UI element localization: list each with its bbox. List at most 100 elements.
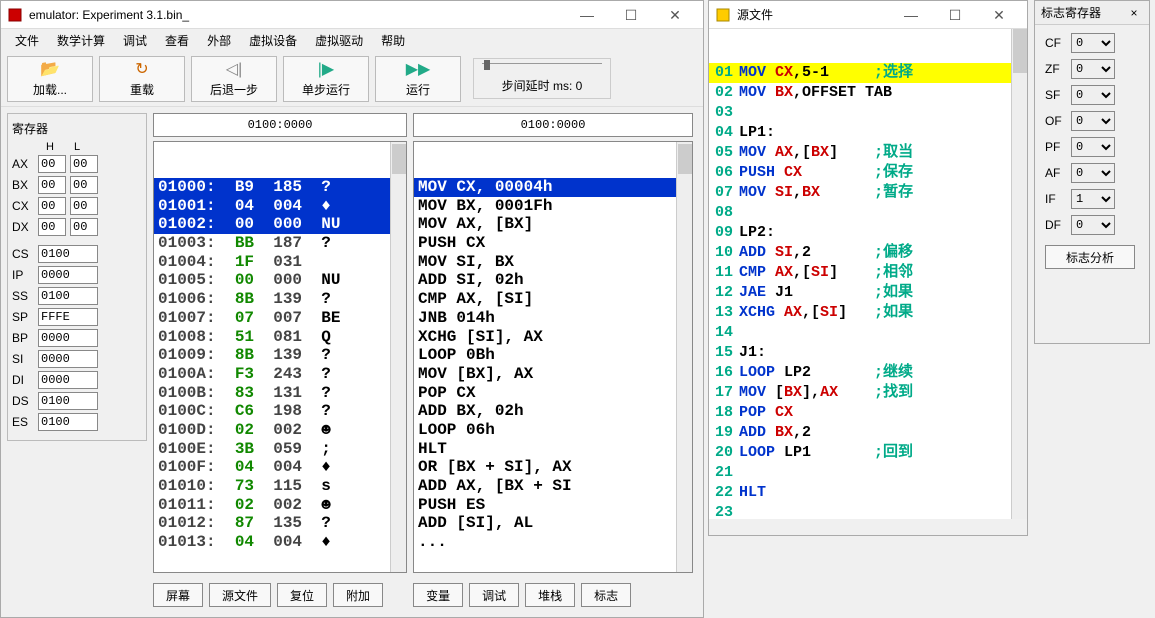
disasm-row[interactable]: HLT	[414, 440, 692, 459]
source-line[interactable]: 15J1:	[709, 343, 1027, 363]
source-line[interactable]: 04LP1:	[709, 123, 1027, 143]
disasm-row[interactable]: PUSH ES	[414, 496, 692, 515]
disasm-row[interactable]: MOV AX, [BX]	[414, 215, 692, 234]
source-body[interactable]: 01MOV CX,5-1 ;选择02MOV BX,OFFSET TAB0304L…	[709, 29, 1027, 519]
mem-row[interactable]: 01009: 8B 139 ?	[154, 346, 406, 365]
delay-slider[interactable]	[482, 63, 602, 75]
disasm-row[interactable]: ...	[414, 533, 692, 552]
menu-item[interactable]: 调试	[115, 30, 155, 51]
source-line[interactable]: 05MOV AX,[BX] ;取当	[709, 143, 1027, 163]
source-line[interactable]: 20LOOP LP1 ;回到	[709, 443, 1027, 463]
bottom-button[interactable]: 附加	[333, 583, 383, 607]
mem-right-listbox[interactable]: MOV CX, 00004hMOV BX, 0001FhMOV AX, [BX]…	[413, 141, 693, 573]
disasm-row[interactable]: ADD AX, [BX + SI	[414, 477, 692, 496]
src-maximize[interactable]: ☐	[933, 2, 977, 28]
source-line[interactable]: 08	[709, 203, 1027, 223]
mem-row[interactable]: 0100D: 02 002 ☻	[154, 421, 406, 440]
source-line[interactable]: 22HLT	[709, 483, 1027, 503]
source-line[interactable]: 07MOV SI,BX ;暂存	[709, 183, 1027, 203]
source-line[interactable]: 06PUSH CX ;保存	[709, 163, 1027, 183]
flag-select[interactable]: 0	[1071, 33, 1115, 53]
flag-select[interactable]: 0	[1071, 163, 1115, 183]
disasm-row[interactable]: LOOP 06h	[414, 421, 692, 440]
reg-l-input[interactable]	[70, 176, 98, 194]
minimize-button[interactable]: —	[565, 2, 609, 28]
src-minimize[interactable]: —	[889, 2, 933, 28]
mem-row[interactable]: 01011: 02 002 ☻	[154, 496, 406, 515]
reg-wide-input[interactable]	[38, 287, 98, 305]
disasm-row[interactable]: ADD SI, 02h	[414, 271, 692, 290]
mem-row[interactable]: 01006: 8B 139 ?	[154, 290, 406, 309]
menu-item[interactable]: 查看	[157, 30, 197, 51]
source-line[interactable]: 17MOV [BX],AX ;找到	[709, 383, 1027, 403]
mem-row[interactable]: 01010: 73 115 s	[154, 477, 406, 496]
analyze-flags-button[interactable]: 标志分析	[1045, 245, 1135, 269]
mem-row[interactable]: 0100B: 83 131 ?	[154, 384, 406, 403]
disasm-row[interactable]: POP CX	[414, 384, 692, 403]
mem-left-listbox[interactable]: 01000: B9 185 ?01001: 04 004 ♦01002: 00 …	[153, 141, 407, 573]
scrollbar[interactable]	[676, 142, 692, 572]
menu-item[interactable]: 外部	[199, 30, 239, 51]
flag-select[interactable]: 0	[1071, 111, 1115, 131]
load-button[interactable]: 📂加载...	[7, 56, 93, 102]
reg-h-input[interactable]	[38, 218, 66, 236]
disasm-row[interactable]: OR [BX + SI], AX	[414, 458, 692, 477]
disasm-row[interactable]: CMP AX, [SI]	[414, 290, 692, 309]
reg-wide-input[interactable]	[38, 245, 98, 263]
disasm-row[interactable]: LOOP 0Bh	[414, 346, 692, 365]
reg-wide-input[interactable]	[38, 371, 98, 389]
flags-close[interactable]: ×	[1125, 6, 1143, 20]
mem-row[interactable]: 01013: 04 004 ♦	[154, 533, 406, 552]
source-line[interactable]: 09LP2:	[709, 223, 1027, 243]
run-button[interactable]: ▶▶运行	[375, 56, 461, 102]
disasm-row[interactable]: MOV BX, 0001Fh	[414, 197, 692, 216]
menu-item[interactable]: 数学计算	[49, 30, 113, 51]
reg-l-input[interactable]	[70, 155, 98, 173]
reg-wide-input[interactable]	[38, 413, 98, 431]
mem-row[interactable]: 01001: 04 004 ♦	[154, 197, 406, 216]
source-line[interactable]: 23	[709, 503, 1027, 519]
source-line[interactable]: 19ADD BX,2	[709, 423, 1027, 443]
reg-h-input[interactable]	[38, 176, 66, 194]
reg-wide-input[interactable]	[38, 392, 98, 410]
reg-wide-input[interactable]	[38, 308, 98, 326]
reg-wide-input[interactable]	[38, 266, 98, 284]
disasm-row[interactable]: MOV [BX], AX	[414, 365, 692, 384]
close-button[interactable]: ✕	[653, 2, 697, 28]
source-line[interactable]: 18POP CX	[709, 403, 1027, 423]
menu-item[interactable]: 虚拟设备	[241, 30, 305, 51]
mem-row[interactable]: 01000: B9 185 ?	[154, 178, 406, 197]
disasm-row[interactable]: MOV SI, BX	[414, 253, 692, 272]
mem-right-address[interactable]: 0100:0000	[413, 113, 693, 137]
disasm-row[interactable]: PUSH CX	[414, 234, 692, 253]
bottom-button[interactable]: 堆栈	[525, 583, 575, 607]
mem-left-address[interactable]: 0100:0000	[153, 113, 407, 137]
reg-l-input[interactable]	[70, 218, 98, 236]
source-line[interactable]: 21	[709, 463, 1027, 483]
step-button[interactable]: |▶单步运行	[283, 56, 369, 102]
mem-row[interactable]: 01004: 1F 031	[154, 253, 406, 272]
bottom-button[interactable]: 源文件	[209, 583, 271, 607]
source-line[interactable]: 11CMP AX,[SI] ;相邻	[709, 263, 1027, 283]
flag-select[interactable]: 0	[1071, 137, 1115, 157]
reg-l-input[interactable]	[70, 197, 98, 215]
reload-button[interactable]: ↻重载	[99, 56, 185, 102]
source-line[interactable]: 13XCHG AX,[SI] ;如果	[709, 303, 1027, 323]
bottom-button[interactable]: 调试	[469, 583, 519, 607]
source-line[interactable]: 14	[709, 323, 1027, 343]
reg-wide-input[interactable]	[38, 329, 98, 347]
disasm-row[interactable]: ADD [SI], AL	[414, 514, 692, 533]
maximize-button[interactable]: ☐	[609, 2, 653, 28]
bottom-button[interactable]: 变量	[413, 583, 463, 607]
mem-row[interactable]: 0100A: F3 243 ?	[154, 365, 406, 384]
menu-item[interactable]: 帮助	[373, 30, 413, 51]
source-line[interactable]: 03	[709, 103, 1027, 123]
mem-row[interactable]: 0100F: 04 004 ♦	[154, 458, 406, 477]
source-line[interactable]: 12JAE J1 ;如果	[709, 283, 1027, 303]
mem-row[interactable]: 01007: 07 007 BE	[154, 309, 406, 328]
mem-row[interactable]: 01008: 51 081 Q	[154, 328, 406, 347]
disasm-row[interactable]: MOV CX, 00004h	[414, 178, 692, 197]
mem-row[interactable]: 01002: 00 000 NU	[154, 215, 406, 234]
scrollbar[interactable]	[390, 142, 406, 572]
disasm-row[interactable]: ADD BX, 02h	[414, 402, 692, 421]
